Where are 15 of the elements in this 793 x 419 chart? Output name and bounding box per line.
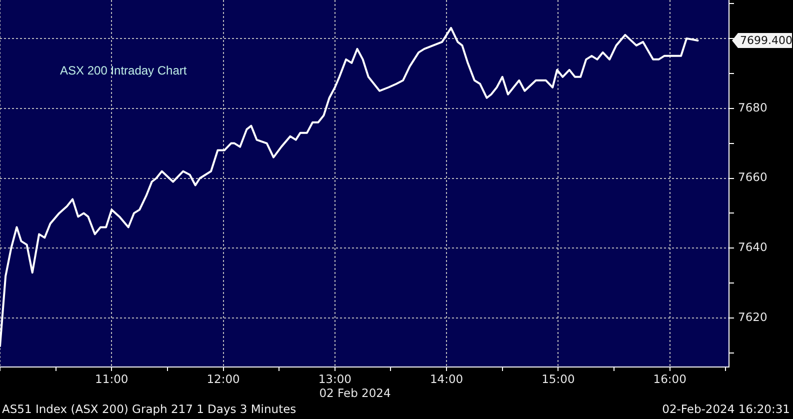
text: ASX 200 Intraday Chart — [60, 63, 188, 78]
x-tick-label: 16:00 — [653, 372, 686, 386]
x-tick-label: 11:00 — [95, 372, 128, 386]
x-tick-label: 15:00 — [542, 372, 575, 386]
x-tick-label: 14:00 — [430, 372, 464, 386]
x-axis-title: 02 Feb 2024 — [319, 386, 391, 400]
x-tick-label: 13:00 — [318, 372, 352, 386]
y-tick-label: 7620 — [738, 310, 768, 324]
y-tick-label: 7680 — [738, 100, 768, 114]
x-tick-label: 12:00 — [206, 372, 240, 386]
y-tick-label: 7660 — [738, 170, 768, 184]
text: AS51 Index (ASX 200) Graph 217 1 Days 3 Minutes — [2, 402, 296, 416]
text: 02-Feb-2024 16:20:31 — [662, 402, 790, 416]
y-tick-label: 7640 — [738, 240, 768, 254]
text: 7699.400 — [740, 34, 792, 47]
